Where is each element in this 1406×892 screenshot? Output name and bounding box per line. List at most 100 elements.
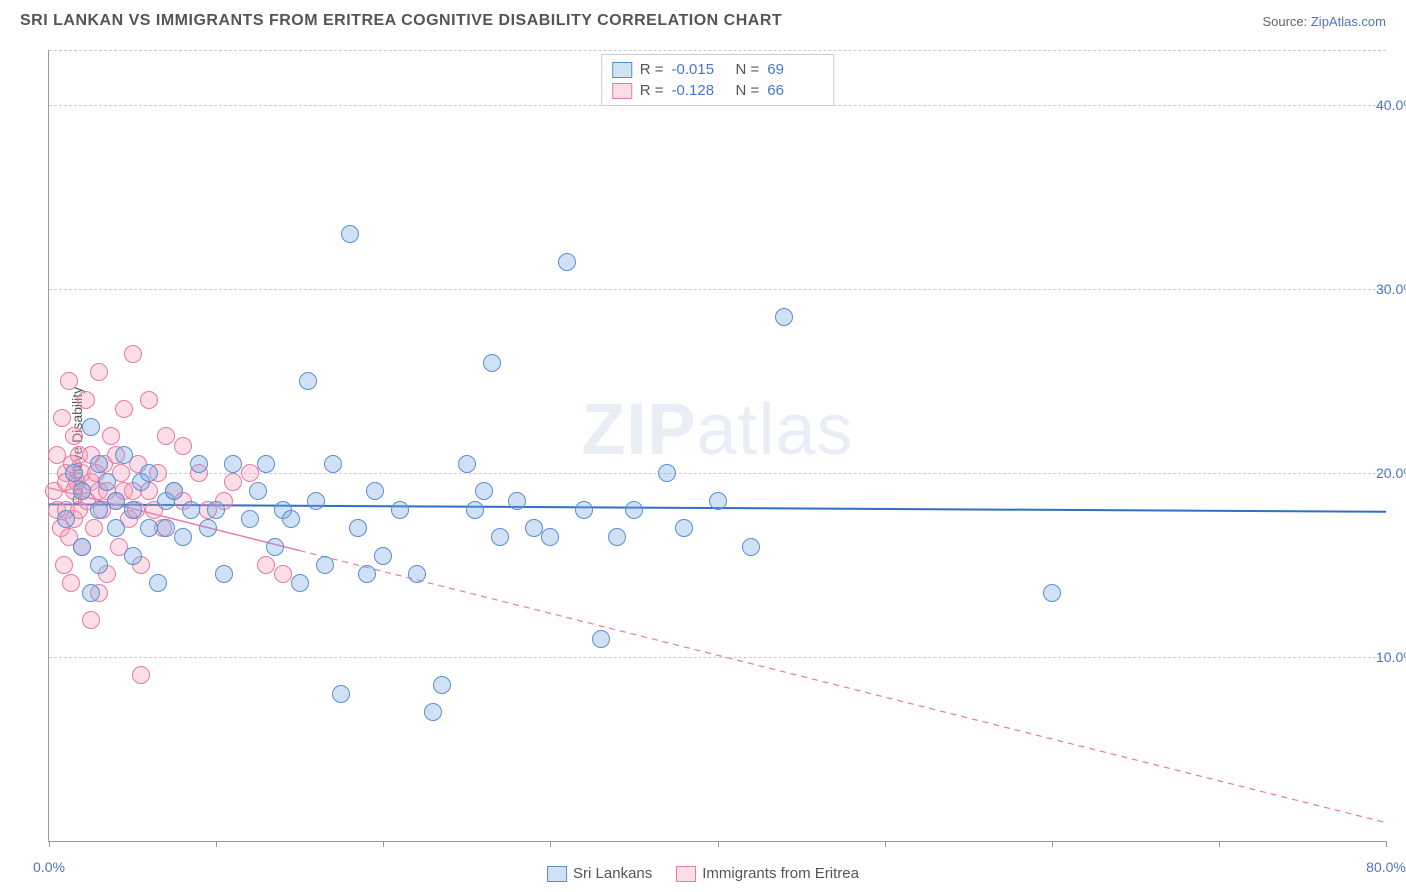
data-point [709,492,727,510]
data-point [207,501,225,519]
data-point [107,519,125,537]
data-point [140,464,158,482]
data-point [174,528,192,546]
watermark: ZIPatlas [581,389,853,471]
data-point [85,519,103,537]
data-point [62,574,80,592]
data-point [625,501,643,519]
trendlines [49,50,1386,841]
data-point [257,556,275,574]
data-point [257,455,275,473]
data-point [190,455,208,473]
x-tick [1386,841,1387,847]
data-point [592,630,610,648]
data-point [82,584,100,602]
data-point [299,372,317,390]
x-tick [383,841,384,847]
data-point [65,427,83,445]
data-point [775,308,793,326]
legend-label: Sri Lankans [573,865,652,882]
stats-row: R =-0.128N =66 [612,80,824,101]
data-point [98,473,116,491]
data-point [408,565,426,583]
data-point [466,501,484,519]
legend-label: Immigrants from Eritrea [702,865,859,882]
data-point [215,565,233,583]
data-point [558,253,576,271]
data-point [124,345,142,363]
x-tick-label: 80.0% [1366,859,1406,875]
data-point [307,492,325,510]
data-point [224,455,242,473]
x-tick [49,841,50,847]
data-point [65,464,83,482]
data-point [675,519,693,537]
x-tick [216,841,217,847]
data-point [182,501,200,519]
data-point [60,372,78,390]
data-point [525,519,543,537]
gridline [49,50,1386,51]
data-point [55,556,73,574]
data-point [658,464,676,482]
legend-swatch [612,62,632,78]
data-point [1043,584,1061,602]
data-point [157,427,175,445]
data-point [249,482,267,500]
data-point [149,574,167,592]
data-point [433,676,451,694]
data-point [475,482,493,500]
data-point [77,391,95,409]
n-value: 69 [767,61,823,78]
x-tick-label: 0.0% [33,859,65,875]
data-point [157,519,175,537]
data-point [483,354,501,372]
data-point [575,501,593,519]
y-tick-label: 40.0% [1376,97,1406,113]
source-link[interactable]: ZipAtlas.com [1311,14,1386,29]
data-point [102,427,120,445]
data-point [82,418,100,436]
data-point [115,400,133,418]
x-tick [718,841,719,847]
data-point [90,501,108,519]
data-point [107,492,125,510]
data-point [424,703,442,721]
data-point [132,666,150,684]
data-point [274,565,292,583]
data-point [241,510,259,528]
data-point [349,519,367,537]
r-value: -0.128 [672,82,728,99]
plot-region: ZIPatlas R =-0.015N =69R =-0.128N =66 10… [48,50,1386,842]
data-point [241,464,259,482]
data-point [224,473,242,491]
data-point [608,528,626,546]
legend-swatch [612,83,632,99]
stats-legend: R =-0.015N =69R =-0.128N =66 [601,54,835,106]
n-value: 66 [767,82,823,99]
data-point [90,455,108,473]
data-point [140,391,158,409]
chart-title: SRI LANKAN VS IMMIGRANTS FROM ERITREA CO… [20,12,782,30]
data-point [90,363,108,381]
data-point [742,538,760,556]
data-point [491,528,509,546]
data-point [316,556,334,574]
y-tick-label: 20.0% [1376,465,1406,481]
data-point [458,455,476,473]
data-point [332,685,350,703]
data-point [324,455,342,473]
series-legend: Sri Lankans Immigrants from Eritrea [547,865,859,882]
data-point [53,409,71,427]
x-tick [1052,841,1053,847]
data-point [174,437,192,455]
x-tick [1219,841,1220,847]
y-tick-label: 10.0% [1376,649,1406,665]
data-point [391,501,409,519]
data-point [366,482,384,500]
data-point [73,482,91,500]
chart-header: SRI LANKAN VS IMMIGRANTS FROM ERITREA CO… [0,0,1406,36]
data-point [57,510,75,528]
gridline [49,289,1386,290]
data-point [199,519,217,537]
